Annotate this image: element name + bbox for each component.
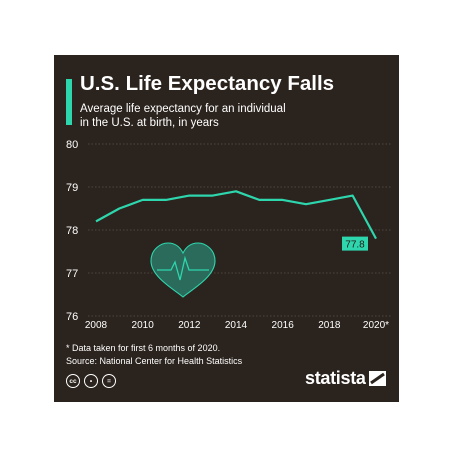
nd-no-derivatives-icon[interactable]: = [102,374,116,388]
statista-logo[interactable]: statista [305,368,386,389]
value-label-box [342,236,368,251]
heart-shape [150,242,216,298]
cc-license-icon[interactable]: cc [66,374,80,388]
x-tick-label: 2020* [363,320,389,331]
brand-wordmark: statista [305,368,366,388]
x-tick-label: 2018 [318,320,341,331]
x-tick-label: 2016 [272,320,295,331]
x-tick-label: 2010 [132,320,155,331]
license-icons: cc • = [66,374,116,388]
title-accent-bar [66,79,72,125]
x-tick-label: 2014 [225,320,248,331]
by-attribution-icon[interactable]: • [84,374,98,388]
value-label: 77.8 [345,240,365,251]
y-tick-label: 78 [66,225,78,237]
chart-title: U.S. Life Expectancy Falls [80,72,335,95]
subtitle-line-1: Average life expectancy for an individua… [80,103,286,115]
y-tick-label: 79 [66,182,78,194]
chart-subtitle: Average life expectancy for an individua… [80,102,320,130]
heartbeat-line [157,255,209,281]
source-text: Source: National Center for Health Stati… [66,355,243,366]
heart-icon [150,242,216,298]
series-line [95,190,377,240]
statista-mark-icon [368,371,386,386]
y-tick-label: 77 [66,268,78,280]
y-tick-label: 76 [66,311,78,323]
x-tick-label: 2008 [85,320,108,331]
footnote-text: * Data taken for first 6 months of 2020. [66,343,221,353]
infographic-card [54,55,399,402]
footnote-block: * Data taken for first 6 months of 2020.… [66,342,242,367]
y-tick-label: 80 [66,139,78,151]
x-tick-label: 2012 [178,320,201,331]
subtitle-line-2: in the U.S. at birth, in years [80,117,219,129]
